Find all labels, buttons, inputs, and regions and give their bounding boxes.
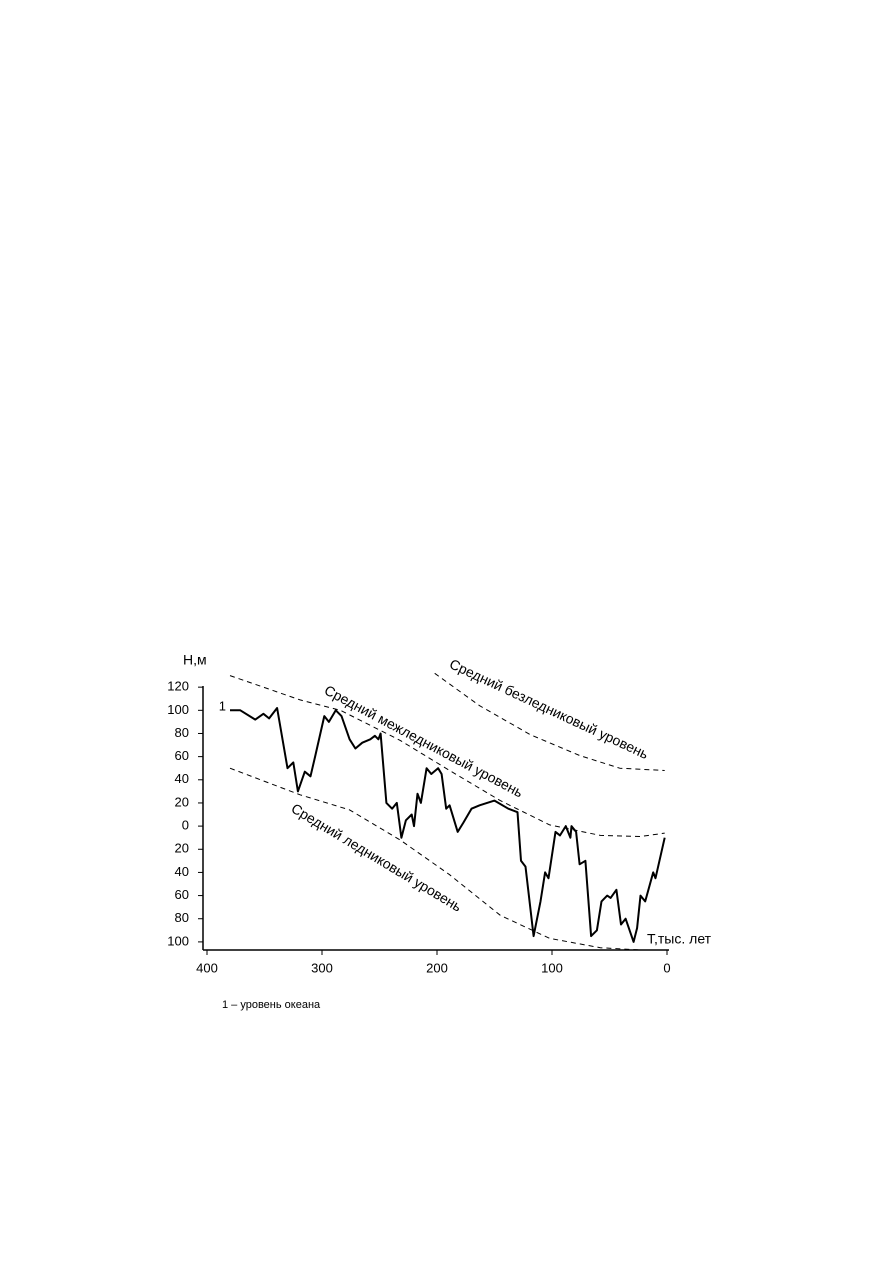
y-tick-label: 80	[175, 910, 189, 925]
series-label: Средний ледниковый уровень	[289, 800, 465, 915]
y-tick-label: 0	[182, 818, 189, 833]
y-tick-label: 20	[175, 794, 189, 809]
series-label: 1	[219, 698, 226, 713]
reference-curve	[229, 767, 641, 951]
sea-level-line	[230, 707, 666, 943]
x-axis-label: Т,тыс. лет	[647, 931, 712, 947]
y-tick-label: 60	[175, 887, 189, 902]
y-tick-label: 120	[167, 679, 189, 694]
series-label: Средний безледниковый уровень	[447, 656, 651, 762]
y-tick-label: 80	[175, 725, 189, 740]
y-tick-label: 40	[175, 864, 189, 879]
x-tick-label: 100	[541, 960, 563, 975]
y-tick-label: 40	[175, 771, 189, 786]
x-tick-label: 300	[311, 960, 333, 975]
x-tick-label: 0	[663, 960, 670, 975]
y-tick-label: 20	[175, 841, 189, 856]
x-tick-label: 400	[196, 960, 218, 975]
y-axis-label: Н,м	[183, 652, 207, 668]
x-tick-label: 200	[426, 960, 448, 975]
y-tick-label: 60	[175, 748, 189, 763]
reference-curve	[229, 675, 665, 837]
y-tick-label: 100	[167, 702, 189, 717]
reference-curve	[434, 672, 665, 771]
y-tick-label: 100	[167, 933, 189, 948]
footnote: 1 – уровень океана	[222, 999, 321, 1011]
